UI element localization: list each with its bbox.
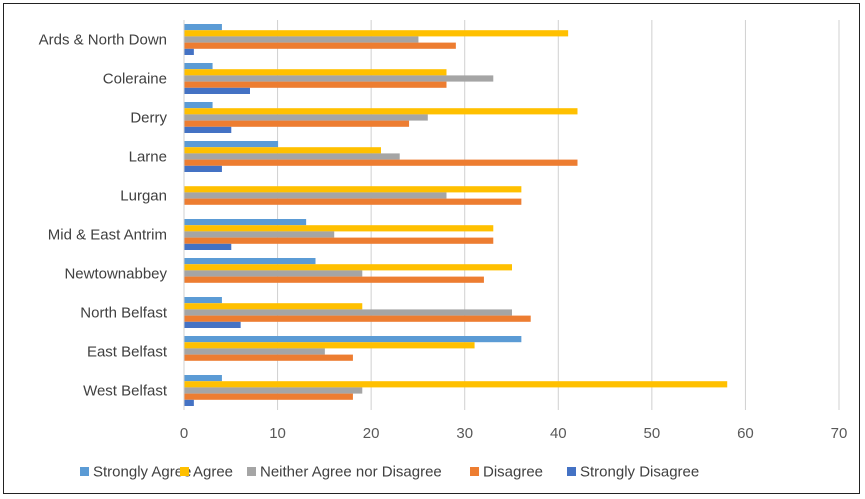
legend-swatch [247,467,256,476]
bar [184,87,250,94]
bar [184,147,381,154]
bar [184,354,353,361]
bar [184,219,307,226]
bar [184,159,578,166]
bar [184,81,447,88]
bar [184,120,410,127]
bar [184,69,447,76]
bar [184,303,363,310]
category-label: Coleraine [103,71,167,88]
bar [184,315,531,322]
bars [184,24,728,406]
bar [184,381,728,388]
category-label: Ards & North Down [39,32,167,49]
category-label: Lurgan [120,188,167,205]
bar [184,225,494,232]
bar [184,342,475,349]
bar [184,153,400,160]
bar [184,336,522,343]
bar [184,102,213,109]
bar [184,258,316,265]
category-label: West Belfast [83,383,168,400]
bar [184,270,363,277]
x-tick-label: 40 [550,425,567,442]
category-label: North Belfast [80,305,168,322]
bar [184,114,428,121]
legend-label: Agree [193,464,233,481]
bar [184,198,522,205]
category-label: Larne [129,149,167,166]
category-label: East Belfast [87,344,168,361]
bar [184,48,194,55]
legend-swatch [80,467,89,476]
legend-swatch [470,467,479,476]
bar [184,387,363,394]
x-tick-label: 30 [456,425,473,442]
bar [184,165,222,172]
bar [184,30,569,37]
x-tick-label: 70 [831,425,848,442]
bar [184,108,578,115]
legend-label: Strongly Disagree [580,464,699,481]
bar [184,126,232,133]
legend-swatch [180,467,189,476]
bar [184,186,522,193]
bar [184,42,456,49]
legend: Strongly Agree Agree Neither Agree nor Dis… [80,464,699,481]
x-tick-label: 60 [737,425,754,442]
bar [184,399,194,406]
bar [184,243,232,250]
x-tick-labels: 0 10 20 30 40 50 60 70 [180,425,848,442]
bar [184,321,241,328]
legend-label: Neither Agree nor Disagree [260,464,442,481]
x-tick-label: 10 [269,425,286,442]
bar [184,393,353,400]
category-label: Newtownabbey [64,266,167,283]
category-label: Derry [130,110,167,127]
bar [184,75,494,82]
bar [184,63,213,70]
bar [184,309,512,316]
bar [184,192,447,199]
x-tick-label: 50 [644,425,661,442]
legend-swatch [567,467,576,476]
bar [184,237,494,244]
legend-label: Disagree [483,464,543,481]
bar [184,264,512,271]
bar [184,276,484,283]
category-label: Mid & East Antrim [48,227,167,244]
bar [184,375,222,382]
bar [184,348,325,355]
category-labels: Ards & North Down Coleraine Derry Larne Lurg… [39,32,168,400]
x-tick-label: 20 [363,425,380,442]
x-tick-label: 0 [180,425,188,442]
bar [184,141,279,148]
bar [184,231,335,238]
bar [184,36,419,43]
legend-label: Strongly Agree [93,464,191,481]
bar [184,24,222,31]
bar [184,297,222,304]
